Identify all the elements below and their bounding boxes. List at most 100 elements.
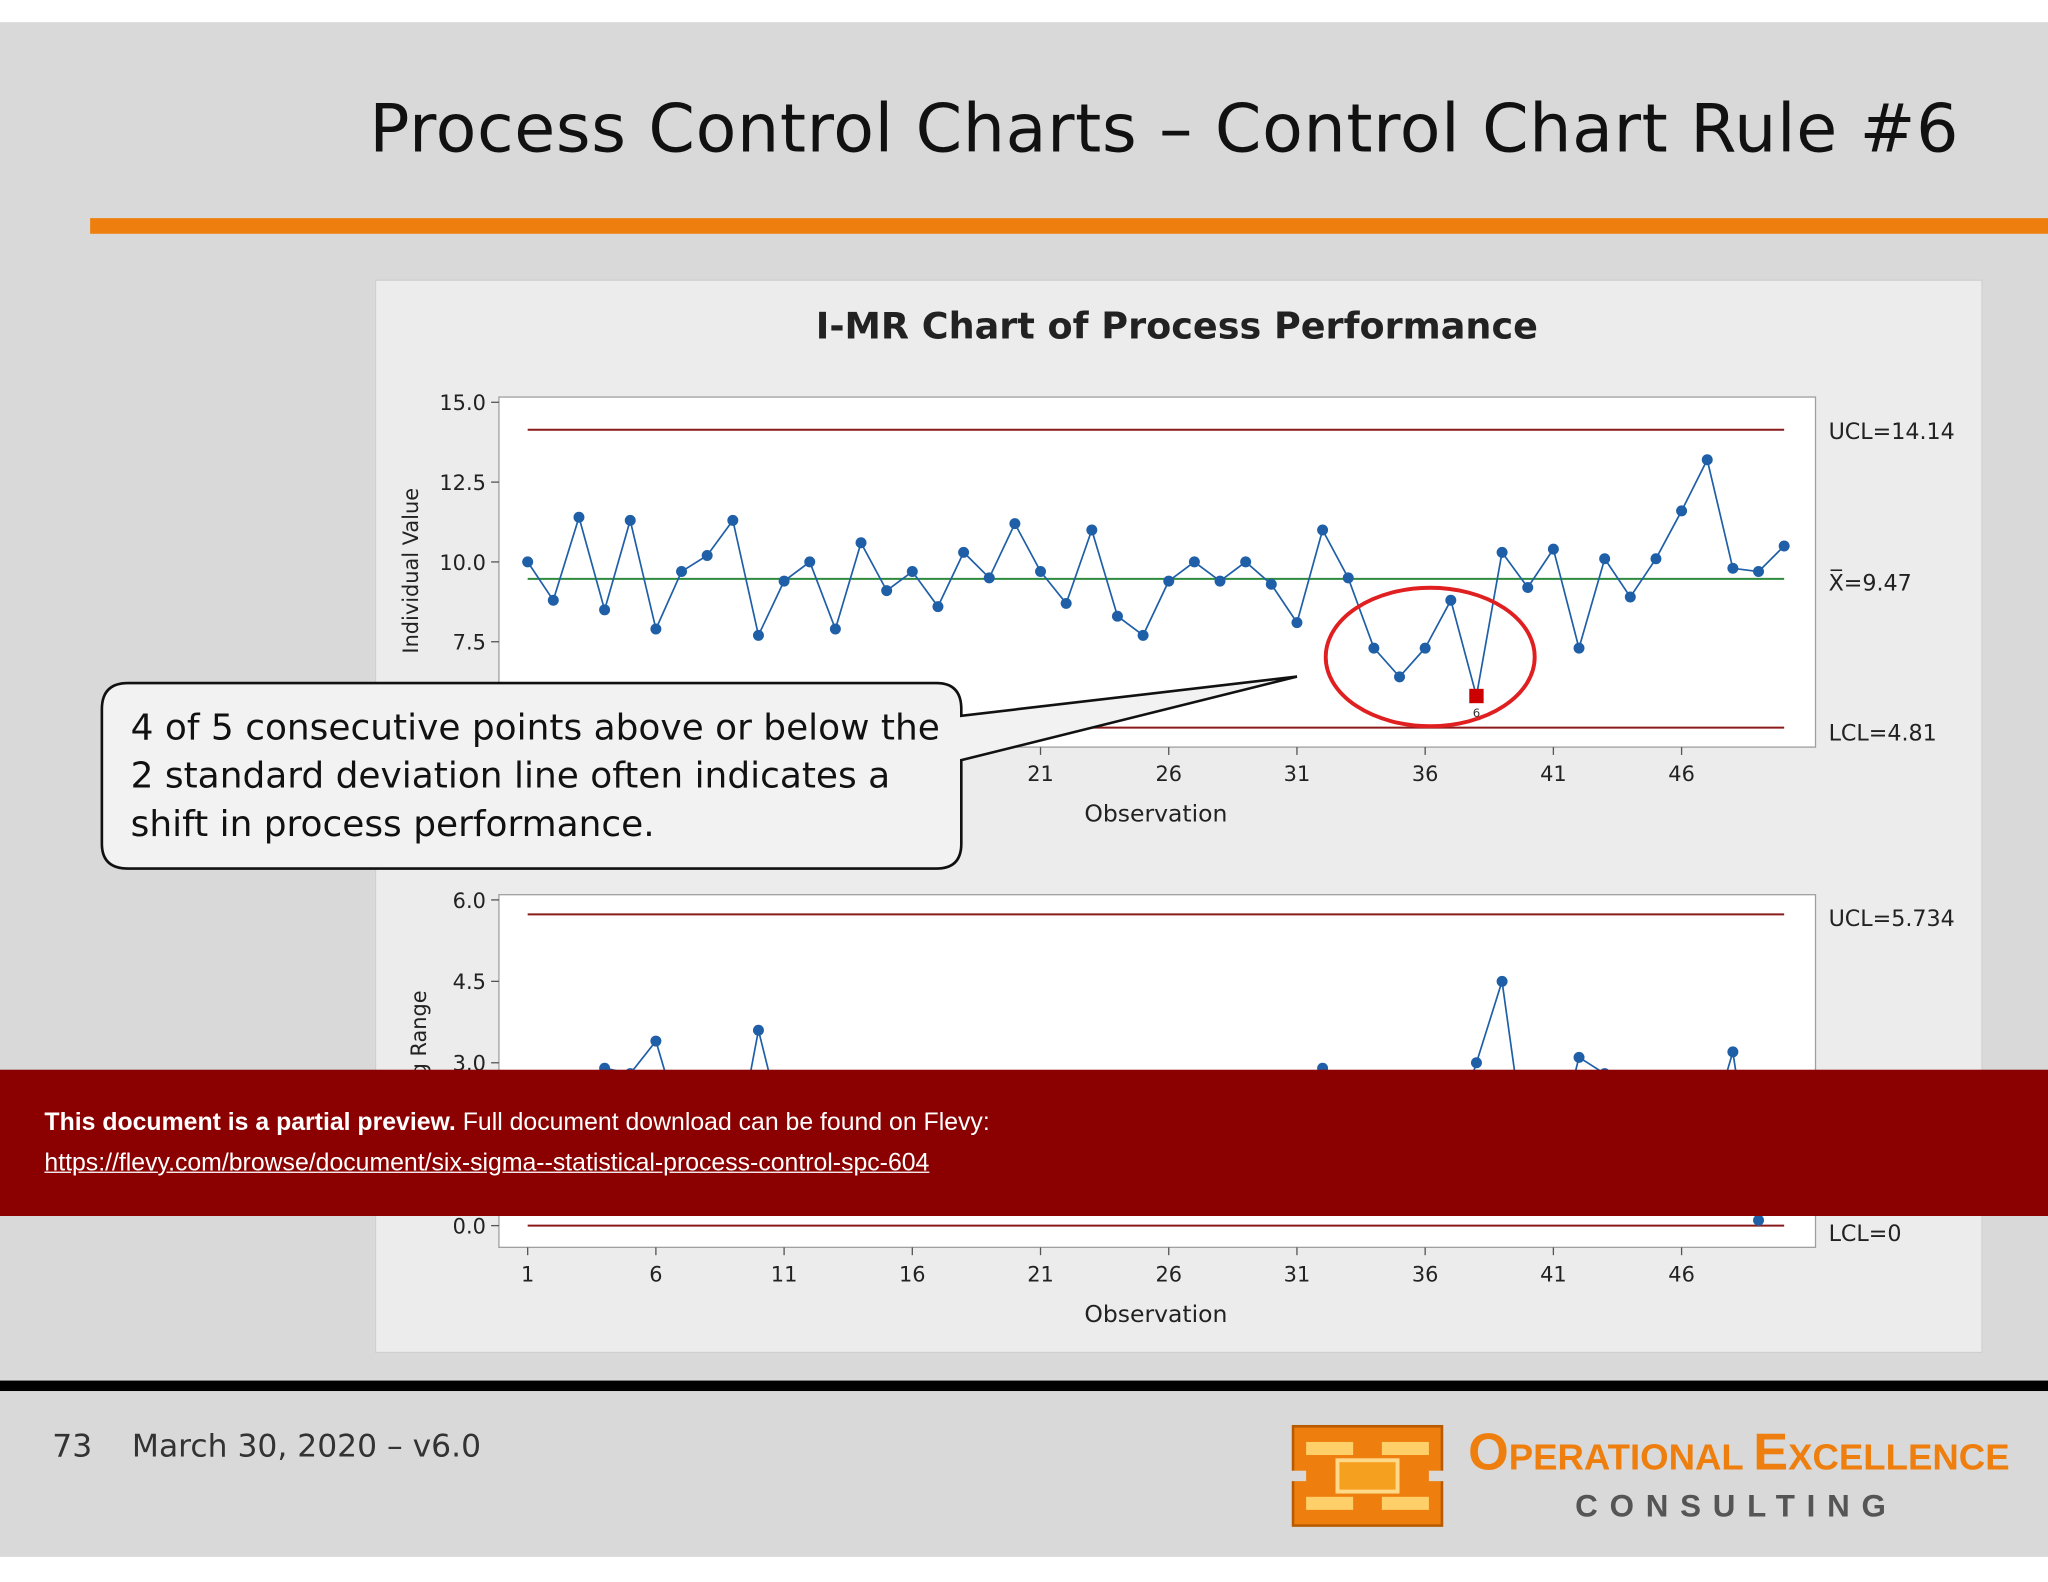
flag-rule-label: 6	[1473, 706, 1480, 720]
data-point	[1701, 454, 1713, 466]
x-tick-label: 1	[521, 1262, 534, 1286]
data-point	[1676, 505, 1688, 517]
x-tick-label: 36	[1412, 762, 1439, 786]
mr-ucl-label: UCL=5.734	[1829, 906, 1955, 932]
data-point	[778, 575, 790, 587]
data-point	[676, 566, 688, 577]
data-point	[1624, 591, 1636, 603]
data-point	[1086, 524, 1098, 536]
data-point	[599, 604, 611, 616]
data-point	[1419, 642, 1431, 654]
logo-subtitle: CONSULTING	[1575, 1488, 1898, 1525]
x-tick-label: 21	[1027, 1262, 1054, 1286]
logo-word-operational: PERATIONAL	[1508, 1436, 1754, 1478]
data-point	[1111, 610, 1123, 622]
data-point	[1214, 575, 1226, 587]
individuals-x-axis-label: Observation	[1084, 800, 1227, 828]
logo-initial-e: E	[1753, 1423, 1789, 1482]
data-point	[1727, 562, 1739, 574]
data-point	[958, 546, 970, 558]
data-point	[804, 556, 816, 568]
logo-wordmark: OPERATIONAL EXCELLENCE	[1468, 1424, 2010, 1483]
data-point	[650, 623, 662, 635]
y-tick-label: 10.0	[439, 551, 485, 575]
y-tick-label: 4.5	[453, 970, 486, 994]
data-point	[1496, 975, 1508, 987]
data-point	[624, 514, 636, 526]
footer-date: March 30, 2020 – v6.0	[131, 1427, 482, 1465]
data-point	[1753, 566, 1765, 577]
data-point	[1060, 597, 1072, 609]
data-point	[1240, 556, 1252, 568]
x-tick-label: 31	[1284, 762, 1311, 786]
data-point	[1317, 524, 1329, 536]
data-point	[829, 623, 841, 635]
data-point	[1573, 642, 1585, 654]
data-point	[522, 556, 534, 568]
x-tick-label: 36	[1412, 1262, 1439, 1286]
data-point	[1599, 553, 1611, 565]
data-point	[855, 537, 867, 549]
individuals-plot-area	[498, 396, 1817, 748]
x-tick-label: 31	[1284, 1262, 1311, 1286]
data-point	[1547, 543, 1559, 555]
data-point	[1522, 581, 1534, 593]
data-point	[1342, 572, 1354, 584]
data-point	[932, 601, 944, 613]
individuals-y-axis-label: Individual Value	[399, 488, 423, 654]
x-tick-label: 11	[771, 1262, 798, 1286]
flevy-download-link[interactable]: https://flevy.com/browse/document/six-si…	[44, 1149, 930, 1177]
logo-initial-o: O	[1468, 1423, 1509, 1482]
data-point	[1470, 1057, 1482, 1069]
data-point	[701, 550, 713, 562]
x-tick-label: 46	[1668, 1262, 1695, 1286]
mr-lcl-label: LCL=0	[1829, 1221, 1902, 1247]
center-line-label: X̅=9.47	[1829, 568, 1912, 596]
data-point	[752, 629, 764, 641]
data-point	[1778, 540, 1790, 552]
chart-title: I-MR Chart of Process Performance	[816, 304, 1538, 347]
data-point	[1163, 575, 1175, 587]
data-point	[1035, 566, 1047, 577]
x-tick-label: 41	[1540, 762, 1567, 786]
data-point	[1650, 553, 1662, 565]
banner-message: This document is a partial preview. Full…	[44, 1109, 989, 1138]
data-point	[650, 1035, 662, 1047]
data-point	[1137, 629, 1149, 641]
data-point	[1368, 642, 1380, 654]
preview-banner: This document is a partial preview. Full…	[0, 1069, 2048, 1216]
data-point	[1727, 1046, 1739, 1058]
data-point	[1753, 1214, 1765, 1226]
banner-text: Full document download can be found on F…	[462, 1108, 990, 1137]
y-tick-label: 15.0	[439, 391, 485, 415]
callout-text: 4 of 5 consecutive points above or below…	[130, 706, 940, 846]
data-point	[1573, 1051, 1585, 1063]
ucl-label: UCL=14.14	[1829, 419, 1955, 445]
footer-rule	[0, 1380, 2048, 1392]
data-point	[1291, 617, 1303, 629]
title-accent-rule	[90, 218, 2048, 234]
x-tick-label: 21	[1027, 762, 1054, 786]
data-point	[1496, 546, 1508, 558]
data-point	[752, 1024, 764, 1036]
y-tick-label: 6.0	[453, 889, 486, 913]
data-point	[1445, 594, 1457, 606]
banner-bold-text: This document is a partial preview.	[44, 1108, 456, 1137]
x-tick-label: 6	[649, 1262, 662, 1286]
flagged-point	[1469, 688, 1484, 704]
y-tick-label: 0.0	[453, 1214, 486, 1238]
data-point	[573, 511, 585, 523]
page-title: Process Control Charts – Control Chart R…	[369, 91, 1960, 169]
data-point	[1188, 556, 1200, 568]
company-logo-icon	[1287, 1424, 1448, 1527]
data-point	[1394, 671, 1406, 683]
x-tick-label: 16	[899, 1262, 926, 1286]
data-point	[727, 514, 739, 526]
page-number: 73	[52, 1427, 93, 1465]
logo-word-excellence: XCELLENCE	[1788, 1436, 2010, 1478]
series-line	[526, 457, 1785, 697]
y-tick-label: 7.5	[453, 631, 486, 655]
x-tick-label: 26	[1155, 762, 1182, 786]
data-point	[547, 594, 559, 606]
